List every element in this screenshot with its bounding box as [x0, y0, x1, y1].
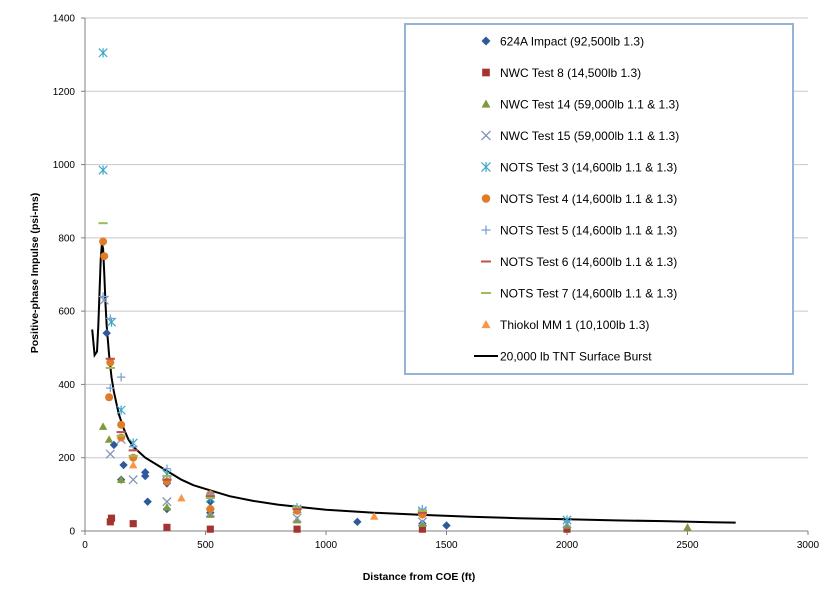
- legend-label: 624A Impact (92,500lb 1.3): [500, 34, 644, 48]
- data-point: [106, 518, 114, 526]
- data-point: [562, 515, 572, 525]
- data-point: [128, 475, 138, 485]
- data-point: [106, 358, 115, 367]
- x-axis-title: Distance from COE (ft): [363, 571, 476, 583]
- data-point: [292, 513, 302, 523]
- y-tick-label: 1200: [53, 87, 76, 98]
- data-point: [119, 460, 128, 470]
- data-point: [177, 493, 186, 502]
- data-point: [98, 48, 108, 58]
- legend-marker: [481, 162, 491, 172]
- data-point: [292, 515, 302, 524]
- y-tick-label: 800: [58, 233, 75, 244]
- legend-label: NWC Test 15 (59,000lb 1.1 & 1.3): [500, 129, 679, 143]
- x-tick-label: 1500: [435, 540, 458, 551]
- axes: [81, 17, 809, 535]
- x-tick-label: 0: [82, 540, 88, 551]
- data-point: [99, 295, 109, 305]
- x-tick-label: 3000: [797, 540, 820, 551]
- legend-label: NWC Test 8 (14,500lb 1.3): [500, 66, 641, 80]
- legend-label: NOTS Test 3 (14,600lb 1.1 & 1.3): [500, 160, 677, 174]
- legend-label: NWC Test 14 (59,000lb 1.1 & 1.3): [500, 97, 679, 111]
- data-point: [107, 514, 116, 522]
- data-point: [129, 520, 137, 528]
- data-point: [99, 237, 108, 246]
- y-tick-label: 600: [58, 307, 75, 318]
- data-point: [683, 523, 692, 531]
- legend-marker: [481, 225, 491, 235]
- data-point: [141, 468, 150, 477]
- legend-marker: [481, 36, 491, 46]
- data-point: [116, 475, 126, 484]
- data-point: [98, 165, 108, 175]
- data-point: [105, 449, 115, 459]
- x-tick-label: 1000: [315, 540, 338, 551]
- y-axis-title: Positive-phase Impulse (psi-ms): [29, 193, 41, 353]
- y-tick-label: 0: [69, 527, 75, 538]
- legend-marker: [481, 99, 491, 108]
- data-point: [98, 292, 108, 301]
- legend-label: NOTS Test 4 (14,600lb 1.1 & 1.3): [500, 192, 677, 206]
- legend-marker: [481, 130, 491, 141]
- data-point: [418, 525, 426, 533]
- data-point: [442, 521, 451, 530]
- data-point: [104, 435, 114, 443]
- legend-label: Thiokol MM 1 (10,100lb 1.3): [500, 318, 649, 332]
- data-point: [370, 512, 379, 520]
- data-point: [206, 510, 215, 518]
- legend-marker: [481, 194, 491, 203]
- data-point: [116, 372, 126, 382]
- data-point: [162, 497, 172, 507]
- data-point: [106, 314, 115, 323]
- data-point: [162, 502, 172, 511]
- legend-label: NOTS Test 5 (14,600lb 1.1 & 1.3): [500, 223, 677, 237]
- data-point: [109, 440, 119, 450]
- y-tick-label: 200: [58, 453, 75, 464]
- y-tick-label: 1400: [53, 14, 76, 25]
- x-tick-label: 2500: [676, 540, 699, 551]
- data-point: [206, 505, 215, 514]
- data-point: [417, 517, 428, 527]
- data-point: [117, 420, 126, 429]
- data-point: [102, 328, 111, 338]
- legend-box: [404, 23, 794, 375]
- data-point: [293, 525, 301, 533]
- y-tick-label: 400: [58, 380, 75, 391]
- legend-marker: [481, 320, 491, 329]
- data-point: [162, 464, 172, 473]
- data-point: [105, 393, 114, 402]
- data-points: [98, 48, 692, 533]
- data-point: [163, 523, 171, 531]
- legend-label: NOTS Test 6 (14,600lb 1.1 & 1.3): [500, 255, 677, 269]
- tick-labels: 0 200 400 600 800 1000 1200 1400 0 500 1000 1500 200…: [53, 14, 820, 552]
- y-tick-label: 1000: [53, 160, 76, 171]
- data-point: [353, 517, 362, 527]
- data-point: [100, 252, 109, 261]
- x-tick-label: 2000: [556, 540, 579, 551]
- x-tick-label: 500: [197, 540, 214, 551]
- data-point: [418, 519, 427, 528]
- data-point: [206, 525, 214, 533]
- data-point: [106, 383, 115, 393]
- legend: 624A Impact (92,500lb 1.3) NWC Test 8 (14…: [404, 23, 794, 375]
- legend-marker: [482, 68, 490, 77]
- data-point: [116, 405, 126, 415]
- legend-label: 20,000 lb TNT Surface Burst: [500, 349, 652, 363]
- data-point: [98, 422, 108, 430]
- data-point: [562, 521, 572, 529]
- data-point: [143, 497, 152, 506]
- legend-label: NOTS Test 7 (14,600lb 1.1 & 1.3): [500, 286, 677, 300]
- data-point: [563, 525, 571, 533]
- data-point: [129, 460, 138, 469]
